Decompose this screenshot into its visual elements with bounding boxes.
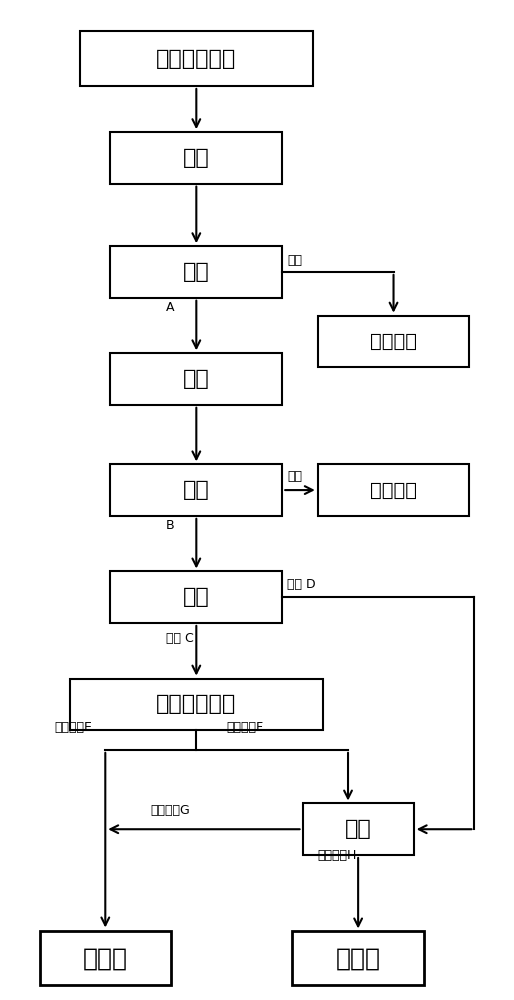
Bar	[318, 464, 469, 516]
Text: 磁选精矿G: 磁选精矿G	[151, 804, 191, 817]
Bar	[292, 931, 424, 985]
Text: 沉砂 C: 沉砂 C	[166, 632, 194, 645]
Text: 溢流 D: 溢流 D	[287, 578, 316, 591]
Text: 螺旋溜槽重选: 螺旋溜槽重选	[156, 694, 236, 714]
Bar	[111, 353, 282, 405]
Bar	[40, 931, 171, 985]
Text: 磁选: 磁选	[345, 819, 372, 839]
Bar	[111, 571, 282, 623]
Text: 重选尾矿F: 重选尾矿F	[227, 721, 264, 734]
Bar	[111, 132, 282, 184]
Text: 磁选尾矿H: 磁选尾矿H	[318, 849, 357, 862]
Text: 钒钛磁铁精矿: 钒钛磁铁精矿	[156, 49, 236, 69]
Text: 回收利用: 回收利用	[370, 481, 417, 500]
Bar	[111, 246, 282, 298]
Text: 酸洗: 酸洗	[183, 369, 210, 389]
Bar	[70, 679, 323, 730]
Text: 滤液: 滤液	[287, 254, 302, 267]
Text: 钛精矿: 钛精矿	[336, 946, 381, 970]
Text: 过滤: 过滤	[183, 480, 210, 500]
Text: 碱浸: 碱浸	[183, 148, 210, 168]
Text: 回收利用: 回收利用	[370, 332, 417, 351]
Text: 滤液: 滤液	[287, 470, 302, 483]
Bar	[80, 31, 313, 86]
Bar	[303, 803, 414, 855]
Text: 重选精矿E: 重选精矿E	[54, 721, 93, 734]
Text: A: A	[166, 301, 174, 314]
Text: 过滤: 过滤	[183, 262, 210, 282]
Text: B: B	[166, 519, 175, 532]
Text: 铁精矿: 铁精矿	[83, 946, 128, 970]
Bar	[111, 464, 282, 516]
Text: 脱泥: 脱泥	[183, 587, 210, 607]
Bar	[318, 316, 469, 367]
